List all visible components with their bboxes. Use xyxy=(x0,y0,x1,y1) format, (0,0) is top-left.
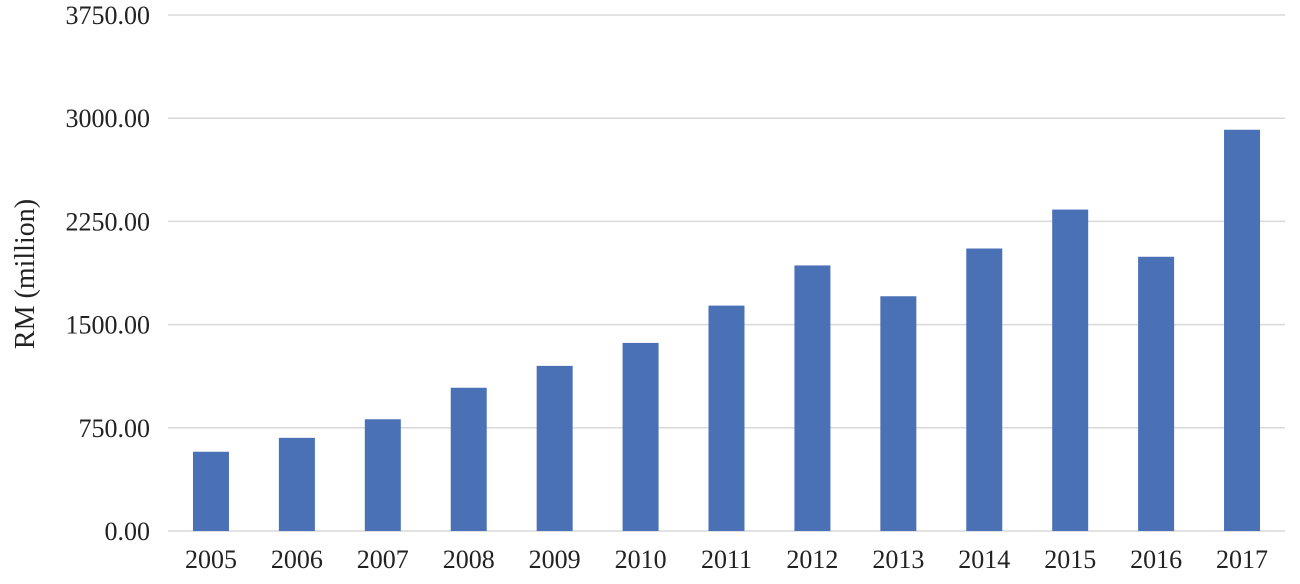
bar-2014 xyxy=(966,248,1003,531)
bar-2016 xyxy=(1138,256,1175,531)
x-tick-label: 2009 xyxy=(529,545,581,574)
bar-2007 xyxy=(364,419,401,531)
y-tick-label: 2250.00 xyxy=(66,207,151,236)
x-tick-label: 2006 xyxy=(271,545,323,574)
bar-2015 xyxy=(1052,209,1089,531)
x-tick-label: 2007 xyxy=(357,545,409,574)
y-tick-label: 3000.00 xyxy=(66,104,151,133)
y-tick-label: 1500.00 xyxy=(66,311,151,340)
bar-2005 xyxy=(192,451,229,531)
x-axis-ticks: 2005 2006 2007 2008 2009 2010 2011 2012 2013 2014… xyxy=(185,545,1268,574)
x-tick-label: 2008 xyxy=(443,545,495,574)
bars xyxy=(192,129,1261,531)
bar-2006 xyxy=(278,437,315,531)
bar-2013 xyxy=(880,296,917,531)
y-tick-label: 750.00 xyxy=(79,414,151,443)
bar-2017 xyxy=(1224,129,1261,531)
bar-2009 xyxy=(536,365,573,531)
bar-2008 xyxy=(450,387,487,531)
y-tick-label: 3750.00 xyxy=(66,1,151,30)
x-tick-label: 2017 xyxy=(1216,545,1268,574)
x-tick-label: 2010 xyxy=(615,545,667,574)
x-tick-label: 2013 xyxy=(872,545,924,574)
x-tick-label: 2016 xyxy=(1130,545,1182,574)
x-tick-label: 2012 xyxy=(786,545,838,574)
x-tick-label: 2014 xyxy=(958,545,1010,574)
x-tick-label: 2015 xyxy=(1044,545,1096,574)
x-tick-label: 2005 xyxy=(185,545,237,574)
bar-2011 xyxy=(708,305,745,531)
bar-2010 xyxy=(622,342,659,531)
y-tick-label: 0.00 xyxy=(105,517,151,546)
x-tick-label: 2011 xyxy=(701,545,752,574)
bar-2012 xyxy=(794,265,831,531)
y-axis-title: RM (million) xyxy=(10,199,41,349)
y-axis-ticks: 0.00 750.00 1500.00 2250.00 3000.00 3750.00 xyxy=(66,1,151,546)
